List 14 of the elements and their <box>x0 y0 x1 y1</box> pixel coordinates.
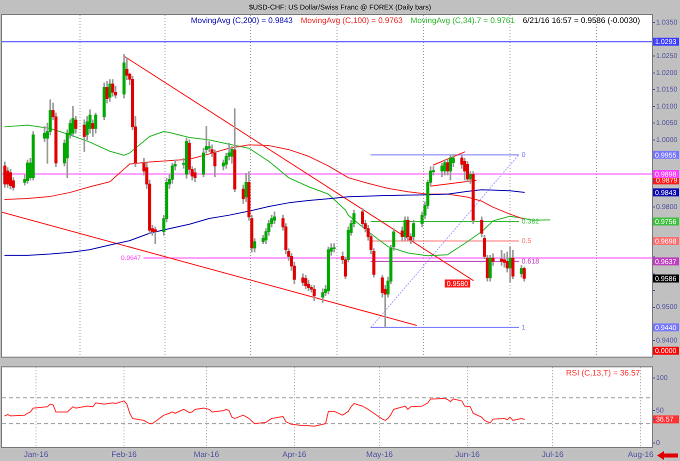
chart-subtitle: 6/21/16 16:57 = 0.9586 (-0.0030) <box>522 16 640 26</box>
text: MovingAvg (C,100) = 0.9763 <box>300 16 404 26</box>
x-tick-label: May-16 <box>366 450 394 460</box>
x-tick-label: Apr-16 <box>282 450 307 460</box>
x-tick-label: Mar-16 <box>194 450 220 460</box>
candlestick <box>500 250 504 266</box>
x-tick-label: Feb-16 <box>111 450 138 460</box>
text: MovingAvg (C,34).7 = 0.9761 <box>410 16 516 26</box>
x-tick-label: Aug-16 <box>628 450 654 460</box>
text: RSI (C,13,T) = 36.57 <box>566 368 641 378</box>
x-tick-label: Jul-16 <box>542 450 564 460</box>
text: MovingAvg (C,200) = 0.9843 <box>190 16 294 26</box>
x-tick-label: Jun-16 <box>455 450 480 460</box>
x-tick-label: Jan-16 <box>24 450 49 460</box>
